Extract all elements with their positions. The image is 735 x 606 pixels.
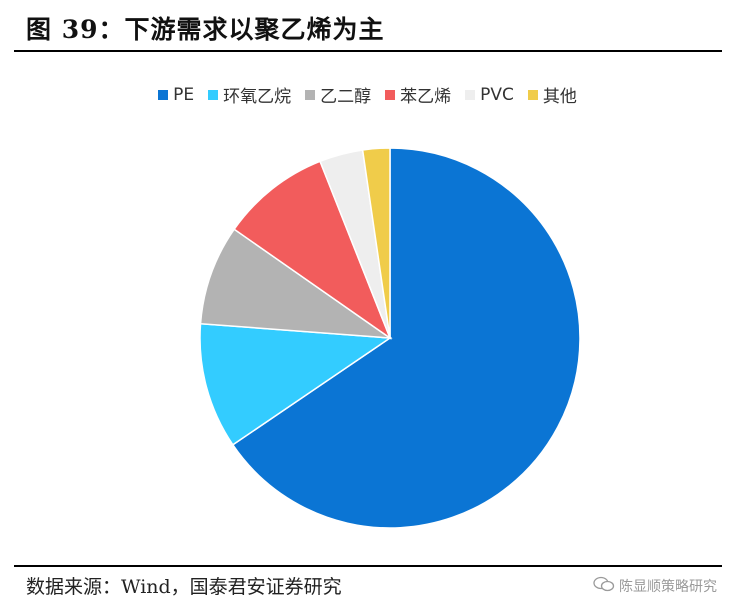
legend-label: 其他 (542, 87, 577, 107)
bottom-divider (14, 565, 722, 567)
pie-slice (231, 147, 581, 529)
source-note: 数据来源：Wind，国泰君安证券研究 (26, 576, 342, 598)
top-divider (14, 50, 722, 52)
pie-slice (361, 147, 391, 339)
legend-item: PE (158, 82, 194, 107)
chart-title: 图 39：下游需求以聚乙烯为主 (26, 15, 385, 44)
legend-label: PVC (480, 84, 514, 105)
legend-item: 其他 (527, 82, 577, 107)
pie-slice (233, 160, 392, 341)
legend-item: 环氧乙烷 (208, 82, 291, 107)
pie-slice (199, 322, 393, 446)
legend-label: 乙二醇 (320, 87, 372, 107)
legend-item: 苯乙烯 (385, 82, 451, 107)
legend-swatch (158, 89, 169, 100)
chart-legend: PE 环氧乙烷 乙二醇 苯乙烯 PVC 其他 (0, 82, 735, 107)
wechat-icon (593, 576, 615, 596)
legend-item: PVC (465, 82, 514, 107)
legend-swatch (208, 89, 219, 100)
legend-swatch (385, 89, 396, 100)
pie-slice (199, 228, 393, 339)
watermark: 陈显顺策略研究 (593, 576, 717, 596)
legend-label: 苯乙烯 (400, 87, 452, 107)
legend-label: PE (173, 84, 195, 105)
watermark-text: 陈显顺策略研究 (619, 579, 717, 595)
legend-item: 乙二醇 (305, 82, 371, 107)
legend-swatch (305, 89, 316, 100)
legend-swatch (527, 89, 538, 100)
legend-label: 环氧乙烷 (223, 87, 292, 107)
legend-swatch (465, 89, 476, 100)
